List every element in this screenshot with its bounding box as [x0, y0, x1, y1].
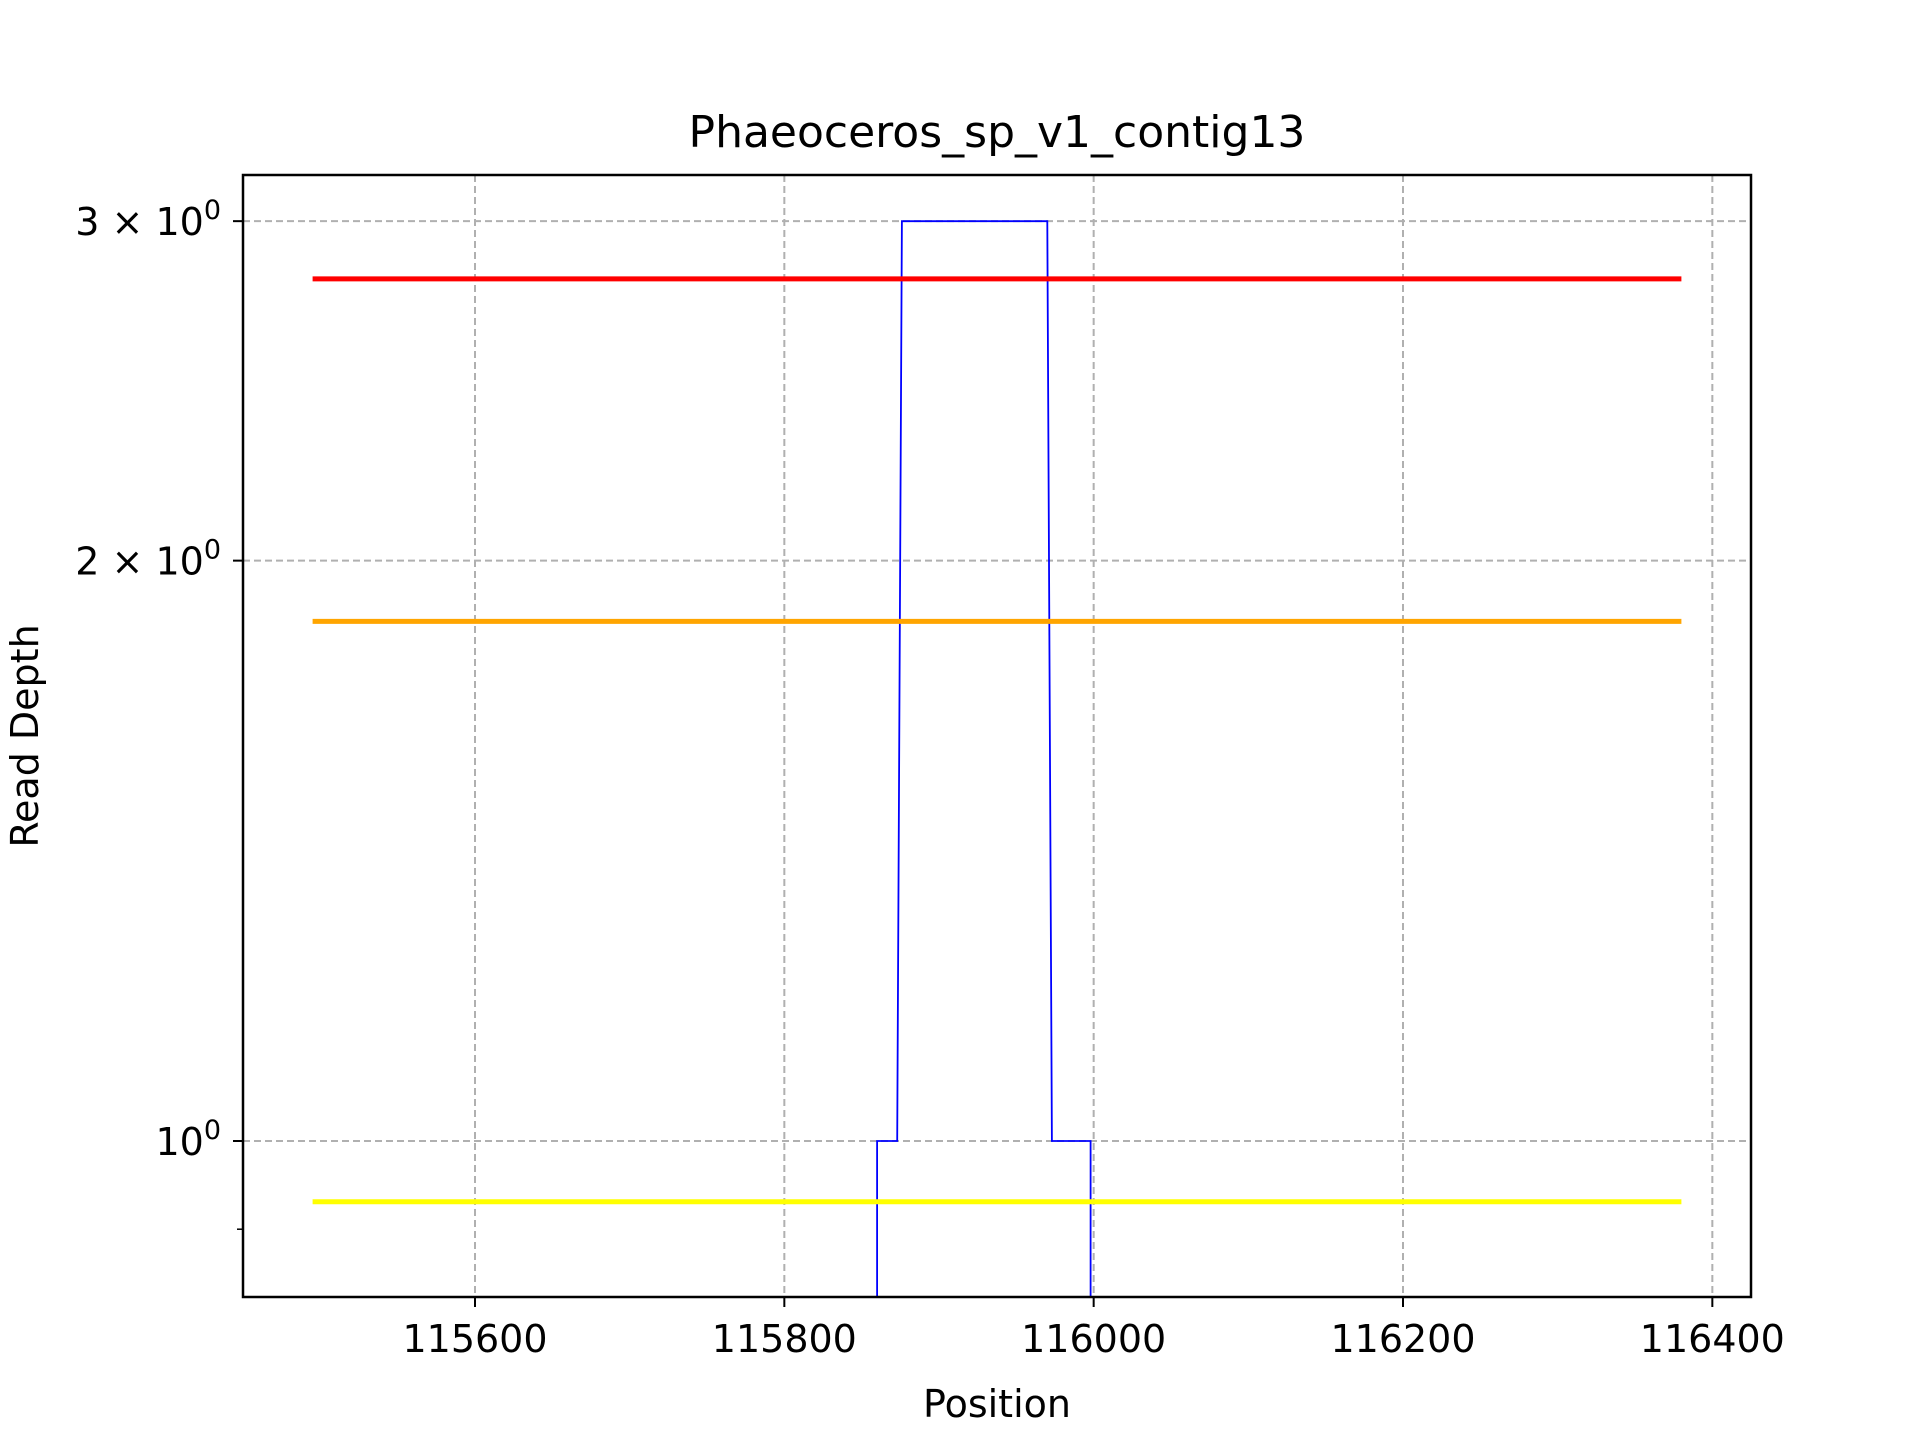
x-tick-label: 116000 — [1021, 1317, 1166, 1361]
x-tick-label: 116400 — [1640, 1317, 1785, 1361]
ticks: 115600 115800 116000 116200 116400 100 2 × 100… — [75, 195, 1785, 1361]
y-tick-label: 3 × 100 — [75, 195, 221, 244]
x-tick-label: 115600 — [402, 1317, 547, 1361]
series-line — [876, 220, 1092, 1297]
chart-title: Phaeoceros_sp_v1_contig13 — [689, 107, 1306, 158]
plot-frame — [241, 173, 1753, 1299]
y-tick-label: 2 × 100 — [75, 535, 221, 584]
x-axis-label: Position — [923, 1382, 1071, 1426]
x-tick-label: 115800 — [712, 1317, 857, 1361]
x-tick-label: 116200 — [1330, 1317, 1475, 1361]
y-axis-label: Read Depth — [3, 624, 47, 847]
y-tick-label: 100 — [155, 1115, 221, 1164]
series-layer — [312, 220, 1682, 1297]
